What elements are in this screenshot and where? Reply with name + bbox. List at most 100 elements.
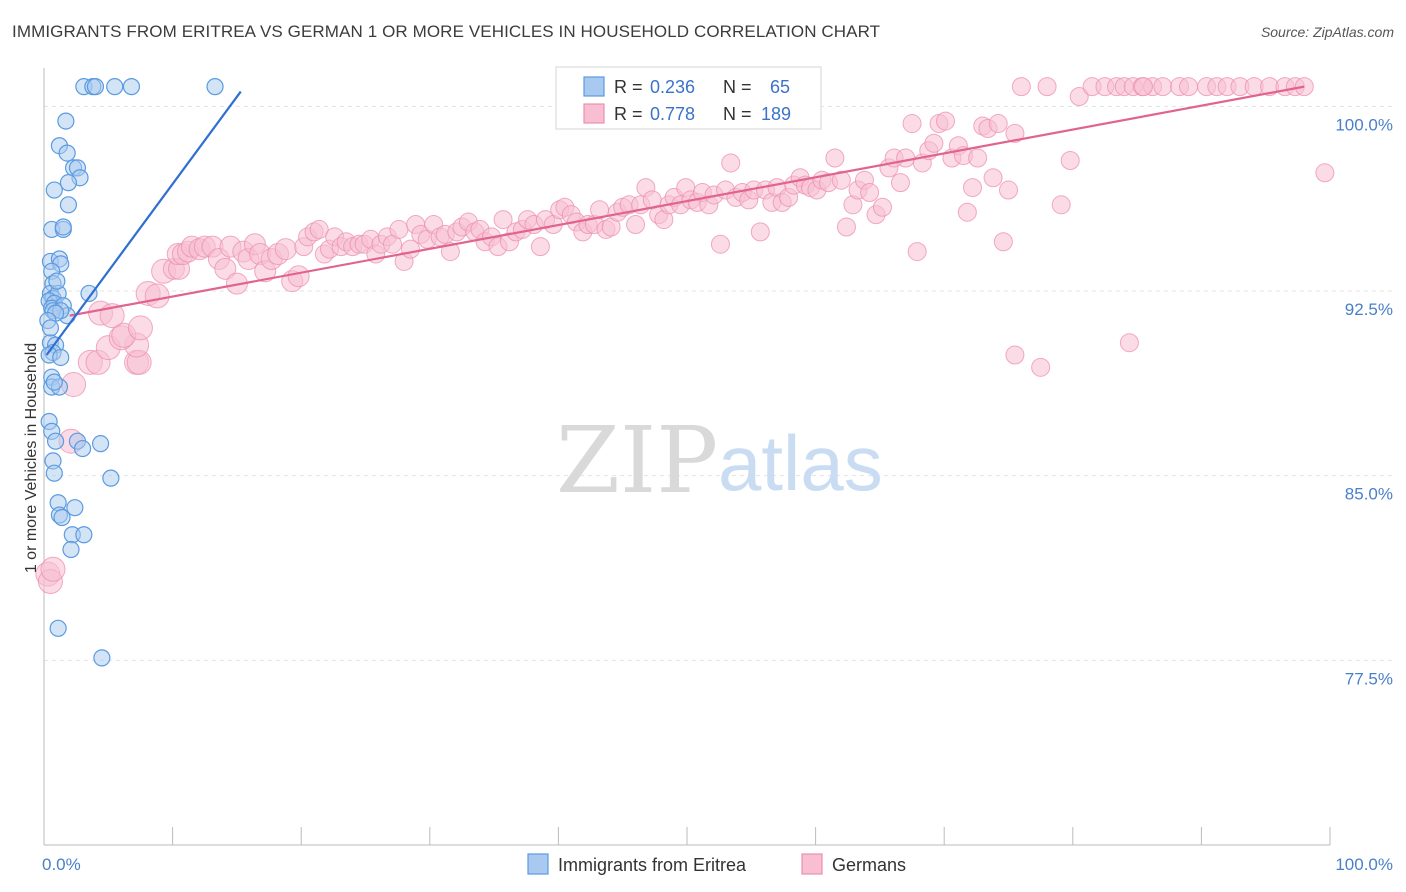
chart-title: IMMIGRANTS FROM ERITREA VS GERMAN 1 OR M… [12,22,881,41]
germans-point-15 [127,315,153,341]
trend-lines [45,85,1305,356]
legend-n-label-2: N = [723,104,752,124]
eritrea-point-5 [206,78,224,96]
germans-point-140 [860,183,880,202]
watermark-atlas: atlas [718,419,883,507]
germans-point-153 [935,111,955,131]
eritrea-point-47 [46,432,65,450]
germans-point-41 [287,265,310,288]
watermark-zip: ZIP [556,407,718,514]
germans-point-2 [40,556,66,582]
x-tick-label-max: 100.0% [1335,855,1393,874]
x-tick-label-min: 0.0% [42,855,81,874]
germans-point-151 [924,133,944,153]
legend-bottom-label-germans: Germans [832,855,906,875]
watermark: ZIP atlas [556,407,883,514]
eritrea-point-13 [45,181,63,199]
eritrea-point-2 [86,78,105,96]
eritrea-point-61 [93,649,111,667]
germans-point-68 [440,242,460,262]
eritrea-point-4 [122,78,141,96]
eritrea-point-12 [59,174,78,192]
legend-r-value-1: 0.236 [650,77,695,97]
germans-point-147 [902,114,922,134]
eritrea-point-56 [53,508,71,527]
legend-n-label-1: N = [723,77,752,97]
eritrea-point-17 [54,218,72,236]
germans-point-170 [1060,150,1080,170]
legend-bottom: Immigrants from Eritrea Germans [527,853,906,875]
eritrea-point-8 [58,144,76,162]
germans-point-29 [214,257,237,280]
y-tick-label-1: 85.0% [1345,485,1393,504]
germans-point-168 [1037,77,1057,97]
series-eritrea-points [39,78,224,667]
source-label: Source: ZipAtlas.com [1260,24,1394,40]
germans-point-194 [1315,163,1335,183]
eritrea-point-60 [49,619,67,637]
germans-point-146 [896,148,916,168]
eritrea-point-58 [75,526,93,544]
eritrea-point-40 [52,348,70,367]
germans-point-39 [274,238,297,261]
legend-r-label-2: R = [614,104,643,124]
germans-point-158 [962,178,982,198]
germans-point-134 [825,148,845,168]
germans-point-165 [999,180,1018,200]
eritrea-point-6 [57,112,75,130]
germans-point-148 [907,242,927,262]
germans-point-45 [309,219,329,239]
germans-point-135 [831,170,851,190]
germans-point-59 [389,219,409,239]
germans-point-142 [872,197,892,217]
eritrea-point-59 [62,540,80,559]
legend-swatch-germans [583,103,605,124]
germans-point-99 [626,215,646,235]
legend-n-value-2: 189 [761,104,791,124]
axes [43,68,1331,846]
germans-point-157 [957,202,977,222]
legend-bottom-label-eritrea: Immigrants from Eritrea [558,855,747,875]
y-tick-label-3: 100.0% [1335,115,1393,134]
legend-swatch-eritrea [583,76,605,97]
eritrea-point-3 [106,78,124,96]
germans-point-169 [1051,195,1071,215]
germans-point-83 [530,237,550,257]
germans-point-145 [890,173,910,193]
eritrea-point-14 [59,196,78,214]
legend-r-value-2: 0.778 [650,104,695,124]
germans-point-164 [993,232,1013,252]
series-germans-points [35,77,1335,595]
germans-point-192 [1031,357,1051,377]
germans-point-191 [1005,345,1025,365]
germans-point-121 [750,222,770,242]
germans-point-167 [1011,77,1031,97]
y-tick-label-2: 92.5% [1345,300,1393,319]
eritrea-point-44 [45,373,63,391]
y-tick-label-0: 77.5% [1345,669,1393,688]
eritrea-point-23 [80,284,98,303]
germans-point-166 [1005,123,1025,143]
eritrea-point-54 [66,499,84,517]
eritrea-point-52 [102,469,120,487]
germans-point-171 [1069,86,1089,106]
eritrea-point-49 [91,435,110,453]
germans-point-77 [493,210,513,230]
eritrea-point-50 [73,439,92,458]
germans-point-162 [983,168,1003,188]
legend-bottom-swatch-germans [801,853,823,875]
germans-point-163 [988,114,1008,134]
eritrea-point-62 [41,319,60,337]
eritrea-point-64 [45,464,63,482]
eritrea-point-63 [48,272,66,290]
germans-point-181 [1179,77,1199,97]
germans-point-17 [144,283,170,309]
y-tick-labels: 77.5% 85.0% 92.5% 100.0% [1335,115,1393,688]
germans-point-179 [1153,77,1173,97]
trend-line-eritrea [45,90,242,356]
legend-top: R = 0.236 N = 65 R = 0.778 N = 189 [555,66,822,130]
germans-point-159 [968,148,988,168]
trend-line-germans [69,85,1305,317]
germans-point-195 [1134,77,1154,97]
legend-r-label-1: R = [614,77,643,97]
